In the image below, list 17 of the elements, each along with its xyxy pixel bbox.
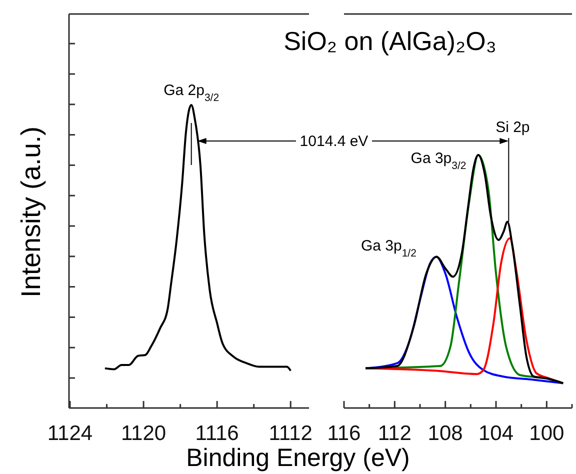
x-tick-label: 1112 [268,422,312,445]
annotation: Si 2p [496,119,530,136]
x-tick-label: 104 [478,422,514,445]
x-tick-label: 1120 [120,422,166,445]
annotation: Ga 3p$_{1/2}$ [360,238,417,260]
x-tick-label: 108 [428,422,463,445]
y-axis-title: Intensity (a.u.) [16,126,46,298]
x-tick-label: 100 [529,422,564,445]
x-tick-label: 1116 [195,422,239,445]
x-tick-label: 1124 [47,422,93,445]
x-tick-label: 116 [327,422,361,445]
annotation: Ga 2p$_{3/2}$ [164,82,220,104]
annotation: Ga 3p$_{3/2}$ [410,150,466,172]
x-tick-label: 112 [378,422,412,445]
x-axis-title: Binding Energy (eV) [186,444,410,472]
annotation: 1014.4 eV [300,133,368,150]
text: SiO₂ on (AlGa)₂O₃ [284,26,496,56]
